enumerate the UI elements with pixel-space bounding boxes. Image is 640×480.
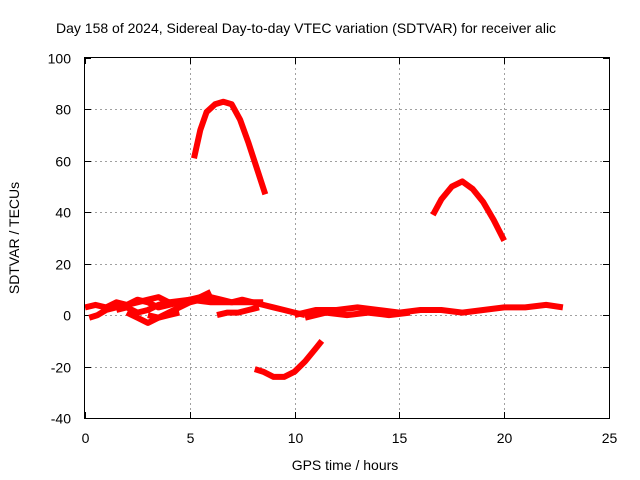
y-tick-label: 0 <box>63 308 71 324</box>
chart-title: Day 158 of 2024, Sidereal Day-to-day VTE… <box>56 20 556 36</box>
grid <box>85 58 609 418</box>
series-line-track-10 <box>304 309 411 321</box>
series-line-track-13 <box>430 178 507 242</box>
axis-ticks: 0 5 10 15 20 25 -40 -20 0 20 40 60 80 100 <box>48 51 618 447</box>
series-line-track-12 <box>253 339 325 380</box>
x-tick-label: 5 <box>187 430 195 446</box>
x-tick-label: 15 <box>392 430 408 446</box>
x-tick-label: 10 <box>288 430 304 446</box>
y-tick-label: -40 <box>51 411 71 427</box>
series-line-track-7 <box>189 294 264 306</box>
y-tick-label: 80 <box>55 102 71 118</box>
y-tick-label: 20 <box>55 257 71 273</box>
series-layer <box>84 98 564 380</box>
y-tick-label: 60 <box>55 154 71 170</box>
plot-frame <box>84 57 610 419</box>
x-tick-label: 25 <box>602 430 618 446</box>
y-tick-label: -20 <box>51 360 71 376</box>
y-tick-label: 40 <box>55 205 71 221</box>
series-line-track-8 <box>216 304 260 319</box>
y-axis-title: SDTVAR / TECUs <box>6 182 22 294</box>
x-tick-label: 0 <box>82 430 90 446</box>
x-axis-title: GPS time / hours <box>292 457 399 473</box>
x-tick-label: 20 <box>497 430 513 446</box>
series-line-track-11 <box>191 98 269 196</box>
y-tick-label: 100 <box>48 51 72 67</box>
series-line-track-9 <box>293 301 564 319</box>
